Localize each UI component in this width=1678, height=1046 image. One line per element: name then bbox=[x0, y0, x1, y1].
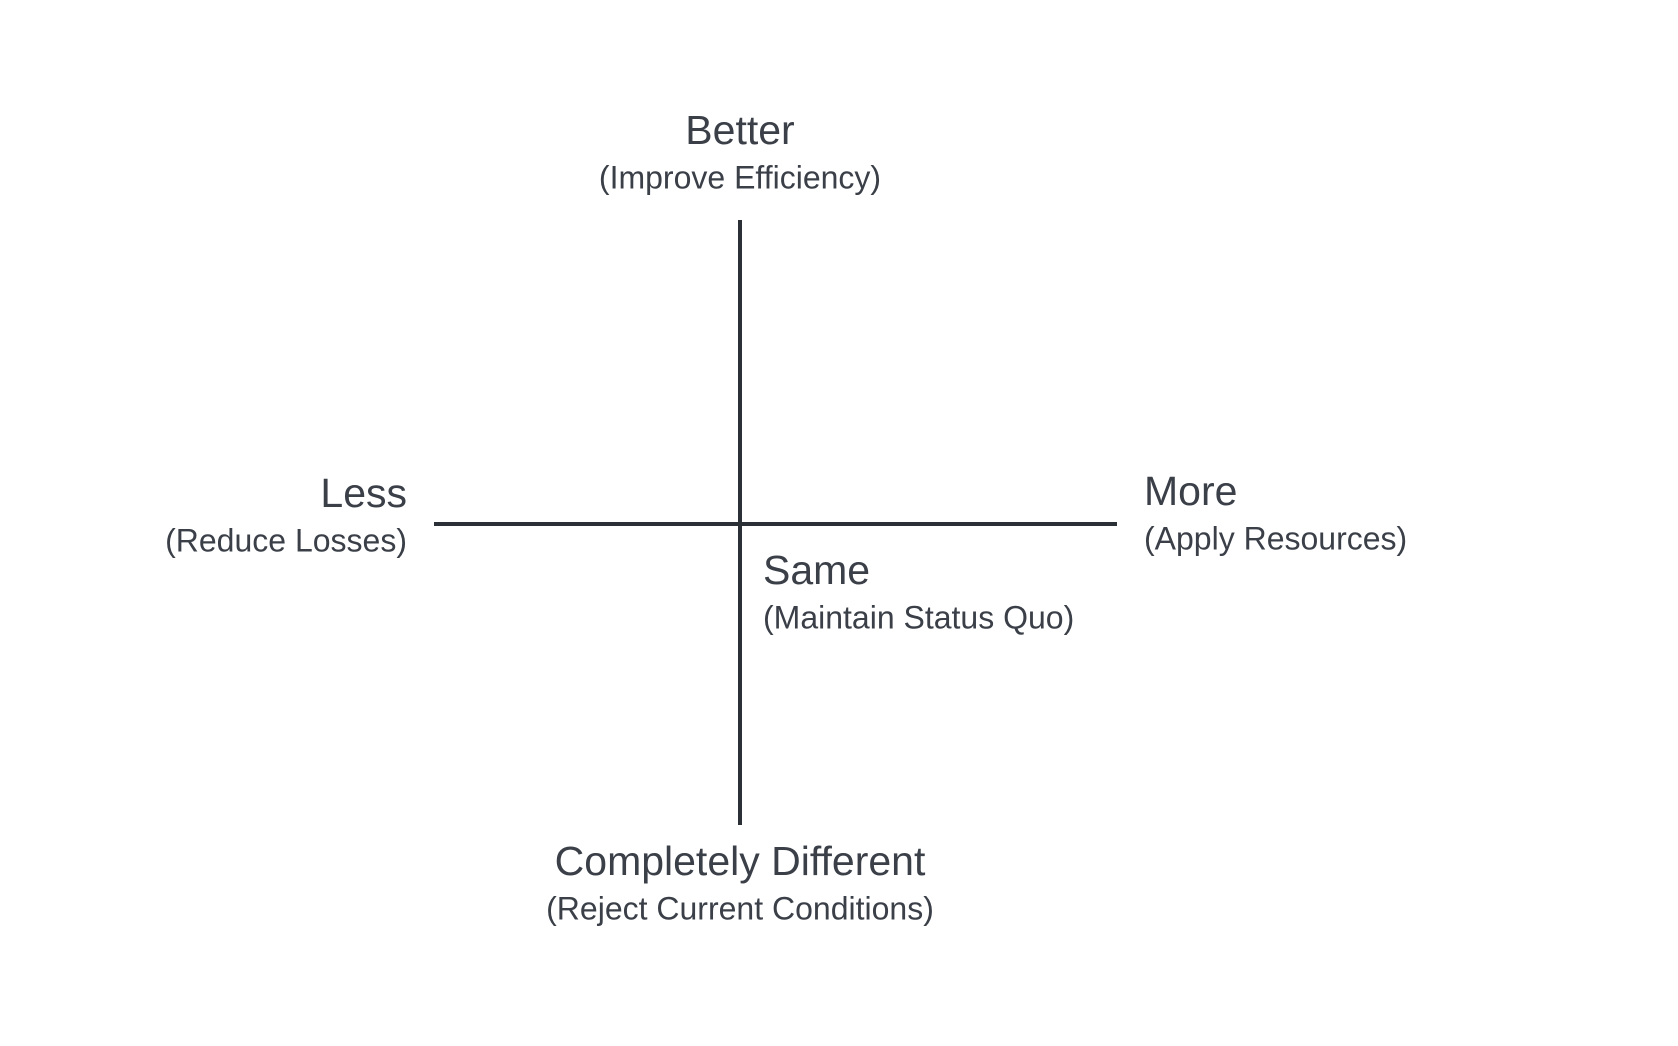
node-sublabel: (Reduce Losses) bbox=[165, 522, 407, 558]
node-label: More bbox=[1144, 468, 1237, 514]
node-sublabel: (Reject Current Conditions) bbox=[546, 890, 934, 926]
node-sublabel: (Apply Resources) bbox=[1144, 520, 1407, 556]
node-label: Better bbox=[685, 107, 794, 153]
node-sublabel: (Improve Efficiency) bbox=[599, 159, 881, 195]
node-label: Completely Different bbox=[555, 838, 926, 884]
node-sublabel: (Maintain Status Quo) bbox=[763, 599, 1074, 635]
node-label: Same bbox=[763, 547, 870, 593]
node-label: Less bbox=[320, 470, 407, 516]
